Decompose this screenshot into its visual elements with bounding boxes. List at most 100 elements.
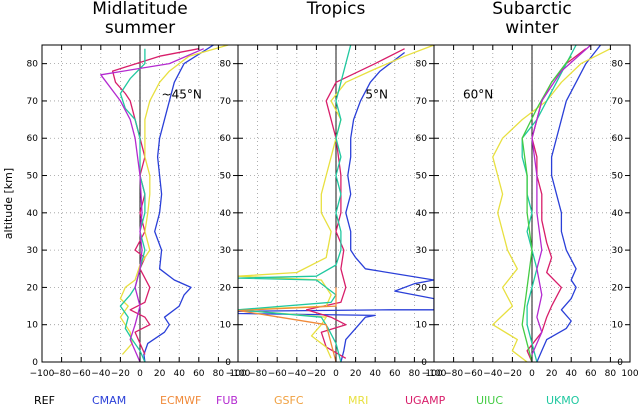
y-tick-label: 80 — [612, 60, 624, 70]
y-tick-label: 70 — [612, 97, 624, 107]
x-tick-label: −80 — [52, 369, 71, 379]
series-group — [492, 45, 611, 362]
series-line-ecmwf — [238, 287, 337, 362]
x-tick-label: −40 — [91, 369, 110, 379]
y-tick-label: 40 — [612, 209, 624, 219]
y-tick-label: 30 — [612, 246, 624, 256]
panel-annotation: 5°N — [365, 87, 388, 101]
legend-item-fub: FUB — [216, 394, 238, 407]
y-tick-label: 10 — [27, 321, 39, 331]
x-tick-label: −40 — [287, 369, 306, 379]
x-tick-label: 80 — [213, 369, 225, 379]
series-line-ukmo — [119, 48, 146, 362]
x-tick-label: 0 — [333, 369, 339, 379]
y-tick-label: 0 — [421, 358, 427, 368]
x-tick-label: −60 — [268, 369, 287, 379]
series-line-cmam — [143, 45, 214, 362]
legend-item-ugamp: UGAMP — [405, 394, 446, 407]
y-tick-label: 40 — [27, 209, 39, 219]
series-line-cmam — [238, 51, 434, 362]
x-tick-label: −100 — [30, 369, 55, 379]
y-tick-label: 30 — [416, 246, 428, 256]
y-tick-label: 10 — [416, 321, 428, 331]
y-tick-label: 70 — [27, 97, 39, 107]
x-tick-label: 20 — [546, 369, 558, 379]
series-line-cmam — [536, 45, 602, 362]
y-tick-label: 20 — [27, 283, 39, 293]
series-group — [100, 45, 229, 362]
panel-2: −100−80 −60 −40 −20 0 20 40 60 80 100010203040506… — [226, 0, 443, 379]
ticks — [433, 45, 631, 363]
y-tick-label: 10 — [220, 321, 232, 331]
panel-title-line: Midlatitude — [92, 0, 187, 19]
y-axis-title-group: altitude [km] — [2, 168, 15, 239]
x-tick-label: 100 — [425, 369, 442, 379]
x-tick-label: −20 — [111, 369, 130, 379]
panel-title-line: Subarctic — [492, 0, 571, 19]
y-tick-label: 80 — [416, 60, 428, 70]
panel-title-line: Tropics — [306, 0, 366, 19]
x-tick-label: 60 — [389, 369, 401, 379]
legend-item-ukmo: UKMO — [546, 394, 580, 407]
legend-item-gsfc: GSFC — [274, 394, 304, 407]
y-tick-label: 80 — [220, 60, 232, 70]
legend-item-ref: REF — [34, 394, 55, 407]
y-tick-label: 0 — [617, 358, 623, 368]
x-tick-label: 20 — [154, 369, 166, 379]
y-tick-label: 10 — [612, 321, 624, 331]
x-tick-label: 100 — [229, 369, 246, 379]
y-tick-label: 50 — [416, 172, 428, 182]
y-tick-label: 60 — [27, 134, 39, 144]
y-tick-label: 50 — [220, 172, 232, 182]
y-tick-label: 0 — [32, 358, 38, 368]
x-tick-label: 20 — [350, 369, 362, 379]
legend-item-mri: MRI — [348, 394, 368, 407]
y-tick-label: 20 — [416, 283, 428, 293]
series-line-ukmo — [521, 45, 577, 362]
x-tick-label: −20 — [307, 369, 326, 379]
y-tick-label: 30 — [220, 246, 232, 256]
series-line-ugamp — [526, 48, 587, 362]
x-tick-label: −60 — [72, 369, 91, 379]
y-tick-label: 80 — [27, 60, 39, 70]
y-tick-label: 0 — [225, 358, 231, 368]
panel-3: −100−80 −60 −40 −20 0 20 40 60 80 100010203040506… — [422, 0, 639, 379]
y-tick-label: 60 — [220, 134, 232, 144]
x-tick-label: 40 — [173, 369, 185, 379]
y-tick-label: 40 — [220, 209, 232, 219]
x-tick-label: 40 — [369, 369, 381, 379]
x-tick-label: 100 — [621, 369, 638, 379]
y-tick-label: 50 — [612, 172, 624, 182]
y-axis-title: altitude [km] — [2, 168, 15, 239]
panel-annotation: ~45°N — [162, 87, 202, 101]
x-tick-label: 80 — [605, 369, 617, 379]
legend-item-cmam: CMAM — [92, 394, 126, 407]
x-tick-label: 80 — [409, 369, 421, 379]
y-tick-label: 30 — [27, 246, 39, 256]
legend-item-ecmwf: ECMWF — [160, 394, 201, 407]
series-line-ukmo — [238, 45, 352, 362]
series-line-fub — [531, 45, 592, 355]
panel-title-line: winter — [505, 18, 559, 38]
y-tick-label: 60 — [612, 134, 624, 144]
x-tick-label: −100 — [226, 369, 251, 379]
x-tick-label: 60 — [585, 369, 597, 379]
x-tick-label: −80 — [248, 369, 267, 379]
x-tick-label: −40 — [483, 369, 502, 379]
x-tick-label: −80 — [444, 369, 463, 379]
legend-item-uiuc: UIUC — [476, 394, 503, 407]
x-tick-label: −20 — [503, 369, 522, 379]
y-tick-label: 60 — [416, 134, 428, 144]
series-line-uiuc — [521, 55, 572, 362]
x-tick-label: −60 — [464, 369, 483, 379]
x-tick-label: 0 — [137, 369, 143, 379]
x-tick-label: 40 — [565, 369, 577, 379]
y-tick-label: 70 — [220, 97, 232, 107]
y-tick-label: 50 — [27, 172, 39, 182]
x-tick-label: 0 — [529, 369, 535, 379]
series-line-ugamp — [305, 48, 405, 359]
y-tick-label: 20 — [220, 283, 232, 293]
